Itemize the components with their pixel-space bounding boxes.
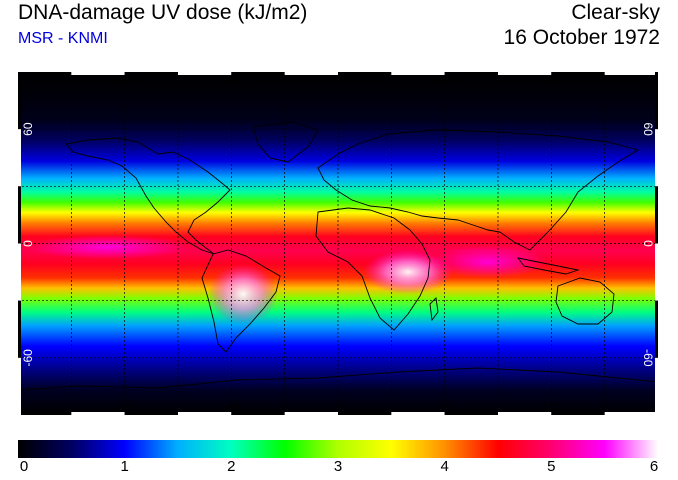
greenland-coast bbox=[252, 121, 319, 163]
longitude-labels: -120 -120 -60 -60 0 0 60 60 120 120 bbox=[113, 74, 562, 414]
colorbar bbox=[18, 440, 658, 458]
colorbar-gradient bbox=[18, 440, 658, 458]
colorbar-tick-label: 6 bbox=[649, 458, 659, 475]
lon-tick-label-top: 60 bbox=[438, 74, 452, 88]
lon-tick-label-top: 0 bbox=[335, 74, 342, 88]
lon-tick-label-bottom: 120 bbox=[541, 400, 561, 414]
lon-tick-label-bottom: 60 bbox=[438, 400, 452, 414]
north-america-coast bbox=[65, 137, 231, 255]
graticule bbox=[18, 72, 658, 415]
sky-condition: Clear-sky bbox=[571, 1, 660, 24]
lon-tick-label-bottom: -120 bbox=[113, 400, 137, 414]
data-source: MSR - KNMI bbox=[18, 30, 108, 47]
indonesia-coast bbox=[516, 257, 580, 275]
hotspot-indian-ocean bbox=[428, 246, 548, 278]
lat-tick-label-left: -60 bbox=[21, 349, 35, 367]
colorbar-tick-label: 2 bbox=[227, 458, 236, 475]
colorbar-tick-label: 3 bbox=[333, 458, 343, 475]
map-date: 16 October 1972 bbox=[503, 26, 660, 49]
south-america-coast bbox=[201, 249, 281, 353]
colorbar-tick-label: 5 bbox=[547, 458, 556, 475]
lat-tick-label-left: 0 bbox=[21, 240, 35, 247]
lat-tick-label-right: -60 bbox=[641, 349, 655, 367]
colorbar-tick-label: 4 bbox=[440, 458, 449, 475]
lat-tick-label-right: 60 bbox=[641, 122, 655, 136]
antarctica-coast bbox=[18, 367, 658, 391]
map-title: DNA-damage UV dose (kJ/m2) bbox=[18, 1, 308, 24]
lon-tick-label-bottom: 0 bbox=[335, 400, 342, 414]
europe-asia-coast bbox=[317, 129, 640, 251]
africa-coast bbox=[315, 207, 431, 331]
lon-tick-label-bottom: -60 bbox=[223, 400, 241, 414]
lon-tick-label-top: 120 bbox=[541, 74, 561, 88]
madagascar-coast bbox=[429, 297, 439, 322]
lat-tick-label-left: 60 bbox=[21, 122, 35, 136]
latitude-labels: 60 60 0 0 -60 -60 bbox=[21, 122, 655, 367]
map-frame bbox=[18, 72, 658, 415]
lon-tick-label-top: -120 bbox=[113, 74, 137, 88]
uv-dose-map: -120 -120 -60 -60 0 0 60 60 120 120 60 60 0 0 -60 -60 bbox=[18, 72, 658, 415]
hotspot-pacific bbox=[28, 235, 188, 259]
colorbar-tick-label: 0 bbox=[19, 458, 29, 475]
hotspot-south-america bbox=[208, 264, 278, 324]
lat-tick-label-right: 0 bbox=[641, 240, 655, 247]
lon-tick-label-top: -60 bbox=[223, 74, 241, 88]
colorbar-tick-label: 1 bbox=[120, 458, 129, 475]
